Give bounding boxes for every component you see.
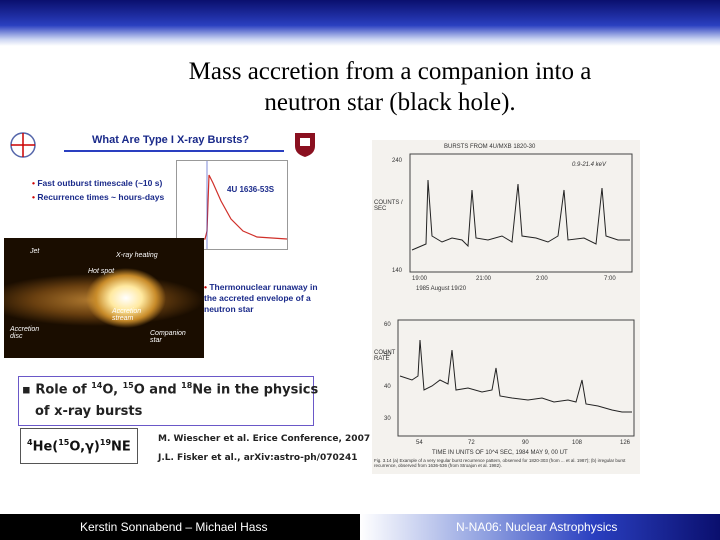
top-ytick-140: 140 [392, 268, 403, 274]
top-xtick-2: 21:00 [476, 276, 492, 282]
burst-source-label: 4U 1636-53S [227, 185, 275, 194]
slide-title: Mass accretion from a companion into a n… [120, 56, 660, 118]
top-xtick-4: 7:00 [604, 276, 616, 282]
burst-lightcurve-thumbnail: 4U 1636-53S [176, 160, 288, 250]
institute-logo-icon [10, 132, 36, 158]
top-xtick-3: 2:00 [536, 276, 548, 282]
top-xlabel: 1985 August 19/20 [416, 286, 467, 292]
bottom-panel-header: TIME IN UNITS OF 10^4 SEC, 1984 MAY 9, 0… [432, 450, 568, 456]
label-jet: Jet [30, 248, 40, 255]
bullet-line-1: ▪ Role of 14O, 15O and 18Ne in the physi… [22, 381, 319, 398]
figure-caption: Fig. 3.14 (a) Example of a very regular … [374, 458, 626, 468]
bottom-xtick-108: 108 [572, 440, 583, 446]
label-companion-star: Companion star [150, 330, 186, 344]
reaction-box: 4He(15O,γ)19NE [20, 428, 138, 464]
label-accretion-stream: Accretion stream [112, 308, 142, 322]
reaction-text: 4He(15O,γ)19NE [27, 438, 131, 455]
label-accretion-disc: Accretion disc [10, 326, 40, 340]
top-xtick-1: 19:00 [412, 276, 428, 282]
heading-underline [64, 150, 284, 152]
embedded-bullet-3: Thermonuclear runaway in the accreted en… [204, 282, 322, 315]
footer-authors: Kerstin Sonnabend – Michael Hass [80, 520, 268, 534]
bottom-ytick-40: 40 [384, 384, 391, 390]
bottom-ytick-60: 60 [384, 322, 391, 328]
bottom-xtick-126: 126 [620, 440, 631, 446]
reference-1: M. Wiescher et al. Erice Conference, 200… [158, 434, 371, 444]
accretion-illustration: Jet X-ray heating Hot spot Accretion str… [4, 238, 204, 358]
bullet-line-2: of x-ray bursts [35, 404, 143, 419]
reference-2: J.L. Fisker et al., arXiv:astro-ph/07024… [158, 453, 358, 463]
top-panel-header: BURSTS FROM 4U/MXB 1820-30 [444, 144, 536, 150]
university-crest-icon [295, 133, 315, 157]
bottom-ytick-50: 50 [384, 352, 391, 358]
bottom-ylabel: COUNT RATE [374, 350, 396, 362]
label-hot-spot: Hot spot [88, 268, 115, 275]
label-xray-heating: X-ray heating [116, 252, 158, 259]
top-ylabel: COUNTS / SEC [374, 200, 403, 212]
embedded-bullet-1: Fast outburst timescale (~10 s) [32, 178, 162, 188]
title-line-2: neutron star (black hole). [264, 89, 516, 116]
top-ytick-240: 240 [392, 158, 403, 164]
bottom-xtick-90: 90 [522, 440, 529, 446]
figure-plots [397, 153, 635, 437]
bullet-box [18, 376, 314, 426]
footer-course: N-NA06: Nuclear Astrophysics [456, 520, 618, 534]
header-bar [0, 0, 720, 46]
bottom-ytick-30: 30 [384, 416, 391, 422]
bottom-xtick-54: 54 [416, 440, 423, 446]
embedded-bullet-2: Recurrence times ~ hours-days [32, 192, 164, 202]
burst-recurrence-figure: BURSTS FROM 4U/MXB 1820-30 0.9-21.4 keV … [372, 140, 640, 474]
title-line-1: Mass accretion from a companion into a [188, 58, 592, 85]
bottom-xtick-72: 72 [468, 440, 475, 446]
energy-band: 0.9-21.4 keV [572, 162, 607, 168]
embedded-heading: What Are Type I X-ray Bursts? [92, 134, 250, 146]
footer-right-bar [360, 514, 720, 540]
footer-left-bar [0, 514, 360, 540]
embedded-slide: What Are Type I X-ray Bursts? Fast outbu… [4, 128, 326, 360]
